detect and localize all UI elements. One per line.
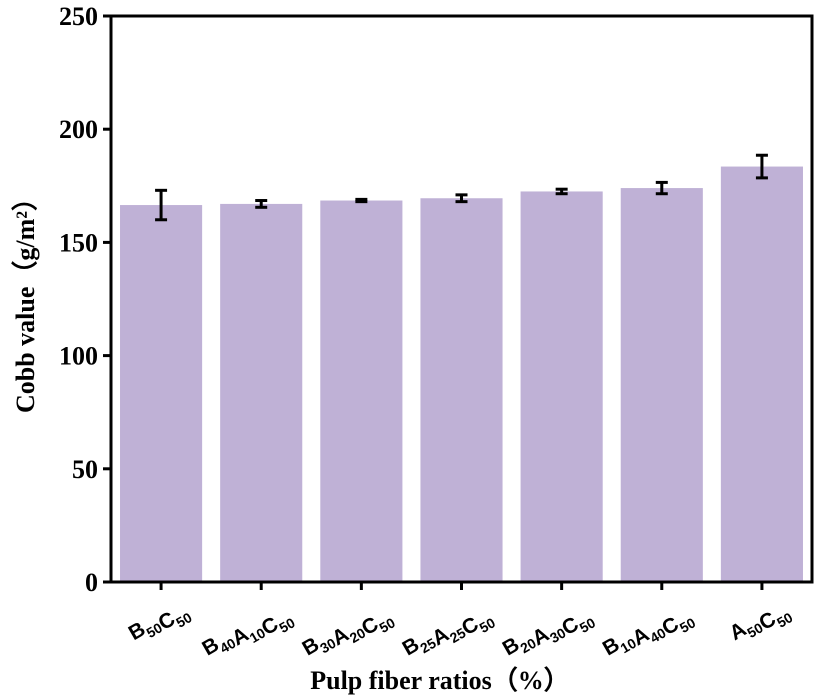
y-tick-label: 250 (59, 2, 98, 31)
y-axis-title: Cobb value（g/m²） (11, 185, 40, 413)
error-bar-2 (255, 199, 268, 209)
x-axis-title: Pulp fiber ratios（%） (310, 666, 570, 695)
x-tick-subscript: 30 (317, 635, 339, 657)
x-tick-subscript: 25 (417, 635, 439, 657)
x-tick-subscript: 10 (618, 635, 640, 657)
error-bar-6 (655, 180, 668, 196)
x-tick-label: B50C50 (125, 594, 195, 653)
x-tick-subscript: 50 (577, 614, 599, 636)
error-bar-1 (155, 188, 168, 222)
y-tick-label: 0 (85, 568, 98, 597)
error-bar-7 (755, 153, 768, 180)
x-tick-subscript: 10 (247, 624, 269, 646)
y-tick-label: 150 (59, 228, 98, 257)
x-axis: B50C50B40A10C50B30A20C50B25A25C50B20A30C… (125, 582, 796, 674)
x-tick-subscript: 50 (744, 619, 766, 641)
y-axis: 0 50 100 150 200 250 (59, 2, 111, 597)
y-tick-label: 100 (59, 342, 98, 371)
error-bar-4 (455, 193, 468, 204)
x-tick-label: B30A20C50 (298, 594, 398, 674)
x-tick-subscript: 25 (447, 624, 469, 646)
error-bar-5 (555, 187, 568, 196)
error-bar-3 (355, 197, 368, 204)
x-tick-subscript: 50 (774, 609, 796, 631)
x-tick-subscript: 50 (677, 614, 699, 636)
x-tick-subscript: 50 (143, 619, 165, 641)
bar-6 (620, 188, 703, 582)
y-tick-label: 200 (59, 115, 98, 144)
bar-7 (720, 166, 803, 582)
x-tick-label: B40A10C50 (198, 594, 298, 674)
x-tick-subscript: 50 (276, 614, 298, 636)
x-tick-subscript: 50 (477, 614, 499, 636)
x-tick-subscript: 50 (376, 614, 398, 636)
x-tick-label: B10A40C50 (599, 594, 699, 674)
x-tick-subscript: 20 (517, 635, 539, 657)
x-tick-subscript: 30 (547, 624, 569, 646)
bar-5 (520, 191, 603, 582)
y-tick-label: 50 (72, 455, 98, 484)
x-tick-subscript: 20 (347, 624, 369, 646)
x-tick-label: A50C50 (726, 594, 796, 653)
x-tick-subscript: 50 (173, 609, 195, 631)
bars-group (120, 166, 803, 583)
bar-3 (320, 200, 403, 583)
x-tick-subscript: 40 (217, 635, 239, 657)
bar-1 (120, 205, 203, 582)
x-tick-label: B20A30C50 (499, 594, 599, 674)
x-tick-label: B25A25C50 (399, 594, 499, 674)
bar-2 (220, 203, 303, 583)
bar-4 (420, 198, 503, 582)
error-bars-group (155, 153, 768, 222)
x-tick-subscript: 40 (647, 624, 669, 646)
